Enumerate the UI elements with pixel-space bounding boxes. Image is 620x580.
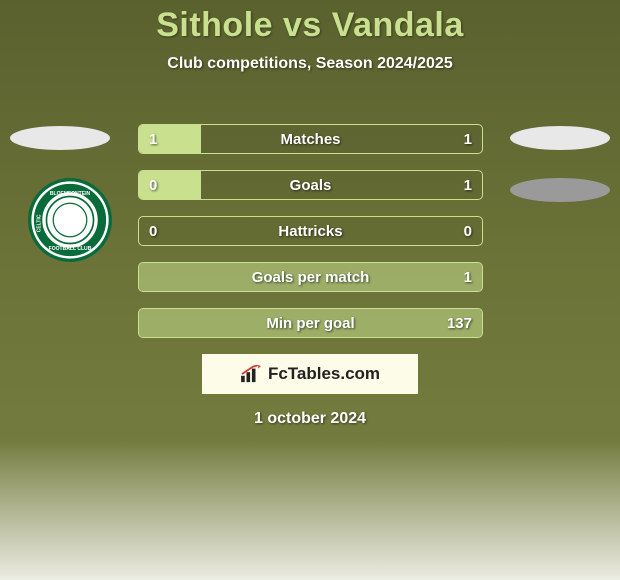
stat-row: 1Goals per match <box>138 262 483 292</box>
date-text: 1 october 2024 <box>0 410 620 428</box>
stat-row: 00Hattricks <box>138 216 483 246</box>
player-left-club-logo: BLOEMFONTEIN FOOTBALL CLUB CELTIC <box>28 178 112 262</box>
stat-row: 137Min per goal <box>138 308 483 338</box>
svg-text:FOOTBALL CLUB: FOOTBALL CLUB <box>49 246 92 252</box>
stat-label: Hattricks <box>139 217 482 245</box>
page-title: Sithole vs Vandala <box>0 0 620 45</box>
comparison-card: Sithole vs Vandala Club competitions, Se… <box>0 0 620 580</box>
stat-label: Goals per match <box>139 263 482 291</box>
fctables-label: FcTables.com <box>268 364 380 384</box>
stat-label: Min per goal <box>139 309 482 337</box>
svg-text:BLOEMFONTEIN: BLOEMFONTEIN <box>50 191 91 197</box>
player-right-club-avatar <box>510 178 610 202</box>
player-right-avatar <box>510 126 610 150</box>
stat-label: Matches <box>139 125 482 153</box>
stat-bars: 11Matches 01Goals 00Hattricks 1Goals per ma… <box>138 124 483 354</box>
fctables-link[interactable]: FcTables.com <box>202 354 418 394</box>
stat-row: 01Goals <box>138 170 483 200</box>
fctables-chart-icon <box>240 365 262 383</box>
stat-label: Goals <box>139 171 482 199</box>
player-left-avatar <box>10 126 110 150</box>
svg-text:CELTIC: CELTIC <box>37 214 43 232</box>
subtitle: Club competitions, Season 2024/2025 <box>0 55 620 73</box>
stat-row: 11Matches <box>138 124 483 154</box>
